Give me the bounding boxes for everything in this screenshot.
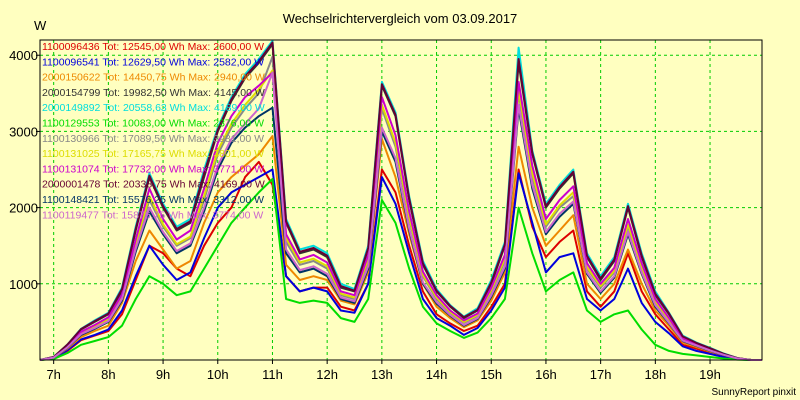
- axes: 1000 2000 3000 4000 7h 8h 9h 10h 11h 12h 13h 14h 15h…: [9, 39, 763, 382]
- y-axis-label: W: [34, 18, 47, 33]
- plot-frame: [39, 39, 763, 361]
- y-tick-label: 4000: [9, 48, 38, 63]
- series-line-7: [39, 69, 762, 361]
- legend-entry-2: 2000150622 Tot: 14450,75 Wh Max: 2940,00…: [42, 72, 265, 84]
- x-tick-label: 11h: [262, 367, 283, 382]
- series-line-9: [39, 41, 762, 361]
- legend-entry-10: 1100148421 Tot: 15576,25 Wh Max: 3312,00…: [42, 194, 264, 206]
- x-tick-label: 14h: [426, 367, 448, 382]
- x-tick-label: 7h: [46, 367, 60, 382]
- x-tick-label: 12h: [316, 367, 338, 382]
- x-tick-label: 17h: [590, 367, 612, 382]
- series-line-0: [39, 160, 762, 361]
- x-tick-label: 10h: [207, 367, 229, 382]
- series-lines: [39, 39, 762, 361]
- legend-entry-0: 1100096436 Tot: 12545,00 Wh Max: 2600,00…: [42, 41, 264, 53]
- x-tick-label: 19h: [699, 367, 721, 382]
- series-line-5: [39, 178, 762, 361]
- footer-credit: SunnyReport pinxit: [712, 387, 797, 398]
- x-tick-label: 8h: [101, 367, 115, 382]
- legend-entry-11: 1100119477 Tot: 15876,75 Wh Max: 3774,00…: [42, 209, 263, 221]
- series-line-2: [39, 135, 762, 361]
- legend-entry-7: 1100131025 Tot: 17165,75 Wh Max: 3801,00…: [42, 148, 264, 160]
- legend-entry-8: 1100131074 Tot: 17732,00 Wh Max: 3771,00…: [42, 163, 264, 175]
- x-tick-label: 15h: [480, 367, 502, 382]
- y-tick-label: 1000: [9, 277, 38, 292]
- legend-entry-3: 2000154799 Tot: 19982,50 Wh Max: 4145,00…: [42, 87, 265, 99]
- series-line-8: [39, 71, 762, 361]
- series-line-11: [39, 71, 762, 361]
- y-tick-label: 2000: [9, 201, 38, 216]
- legend-entry-6: 1100130966 Tot: 17089,50 Wh Max: 3981,00…: [42, 133, 264, 145]
- x-tick-label: 9h: [156, 367, 170, 382]
- series-line-1: [39, 168, 762, 361]
- legend-entry-1: 1100096541 Tot: 12629,50 Wh Max: 2582,00…: [42, 56, 264, 68]
- y-tick-label: 3000: [9, 124, 38, 139]
- x-tick-label: 13h: [371, 367, 393, 382]
- legend: 1100096436 Tot: 12545,00 Wh Max: 2600,00…: [42, 41, 265, 221]
- legend-entry-9: 2000001478 Tot: 20338,75 Wh Max: 4169,00…: [42, 179, 265, 191]
- x-tick-label: 16h: [535, 367, 557, 382]
- legend-entry-4: 2000149892 Tot: 20558,63 Wh Max: 4189,00…: [42, 102, 265, 114]
- x-tick-label: 18h: [644, 367, 666, 382]
- legend-entry-5: 1100129553 Tot: 10083,00 Wh Max: 2376,00…: [42, 118, 264, 130]
- chart-title: Wechselrichtervergleich vom 03.09.2017: [283, 11, 518, 26]
